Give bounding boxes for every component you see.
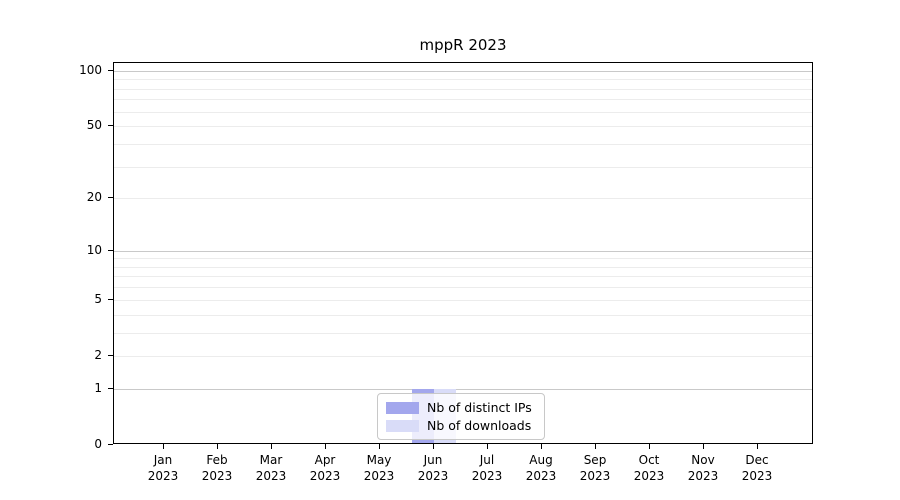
major-gridline <box>114 250 812 252</box>
x-tick-year: 2023 <box>363 468 395 483</box>
y-tick-label: 50 <box>86 118 102 133</box>
minor-gridline <box>114 126 812 128</box>
x-tick-label: Jul 2023 <box>459 453 515 484</box>
minor-gridline <box>114 299 812 301</box>
x-tick-year: 2023 <box>633 468 665 483</box>
x-tick-label: Dec 2023 <box>729 453 785 484</box>
x-tick-label: Jun 2023 <box>405 453 461 484</box>
x-tick-mark <box>379 444 380 449</box>
y-tick-mark <box>108 444 113 445</box>
x-tick-year: 2023 <box>201 468 233 483</box>
x-tick-year: 2023 <box>255 468 287 483</box>
y-tick-mark <box>108 298 113 300</box>
legend-label-downloads: Nb of downloads <box>427 418 532 433</box>
x-tick-mark <box>541 444 542 449</box>
x-tick-month: Mar <box>259 453 283 467</box>
x-tick-year: 2023 <box>741 468 773 483</box>
minor-gridline <box>114 276 812 278</box>
x-tick-mark <box>325 444 326 449</box>
legend-label-distinct-ips: Nb of distinct IPs <box>427 400 532 415</box>
minor-gridline <box>114 143 812 145</box>
minor-gridline <box>114 258 812 260</box>
legend: Nb of distinct IPs Nb of downloads <box>377 393 545 440</box>
y-tick-mark <box>108 69 113 71</box>
x-tick-mark <box>217 444 218 449</box>
x-tick-label: Nov 2023 <box>675 453 731 484</box>
bars-layer <box>114 63 812 443</box>
x-tick-year: 2023 <box>579 468 611 483</box>
x-tick-month: Aug <box>529 453 553 467</box>
minor-gridline <box>114 88 812 90</box>
x-tick-month: Jul <box>479 453 495 467</box>
minor-gridline <box>114 266 812 268</box>
x-tick-label: Aug 2023 <box>513 453 569 484</box>
y-tick-label: 20 <box>86 190 102 205</box>
legend-swatch-distinct-ips <box>386 401 419 414</box>
y-tick-label: 0 <box>94 437 102 451</box>
x-tick-month: Feb <box>206 453 228 467</box>
x-tick-month: Oct <box>638 453 660 467</box>
x-tick-year: 2023 <box>147 468 179 483</box>
x-tick-mark <box>163 444 164 449</box>
major-gridline <box>114 70 812 72</box>
x-tick-label: Oct 2023 <box>621 453 677 484</box>
x-tick-mark <box>271 444 272 449</box>
x-tick-label: Mar 2023 <box>243 453 299 484</box>
major-gridline <box>114 388 812 390</box>
x-tick-mark <box>595 444 596 449</box>
x-tick-label: Feb 2023 <box>189 453 245 484</box>
x-tick-year: 2023 <box>417 468 449 483</box>
minor-gridline <box>114 79 812 81</box>
x-tick-month: Jun <box>423 453 443 467</box>
y-tick-label: 1 <box>94 380 102 395</box>
x-tick-mark <box>703 444 704 449</box>
chart-title: mppR 2023 <box>419 36 507 54</box>
y-tick-label: 10 <box>86 242 102 257</box>
x-tick-year: 2023 <box>471 468 503 483</box>
x-tick-year: 2023 <box>687 468 719 483</box>
gridlines-layer <box>114 63 812 443</box>
x-tick-mark <box>757 444 758 449</box>
minor-gridline <box>114 314 812 316</box>
minor-gridline <box>114 287 812 289</box>
y-tick-label: 100 <box>79 62 102 77</box>
x-tick-year: 2023 <box>309 468 341 483</box>
minor-gridline <box>114 198 812 200</box>
y-tick-label: 5 <box>94 291 102 306</box>
minor-gridline <box>114 166 812 168</box>
x-tick-month: Sep <box>583 453 607 467</box>
y-tick-mark <box>108 125 113 127</box>
x-tick-mark <box>487 444 488 449</box>
y-tick-mark <box>108 354 113 356</box>
x-tick-month: May <box>366 453 392 467</box>
x-tick-month: Apr <box>314 453 336 467</box>
x-tick-year: 2023 <box>525 468 557 483</box>
plot-area: Nb of distinct IPs Nb of downloads <box>113 62 813 444</box>
minor-gridline <box>114 332 812 334</box>
x-tick-mark <box>649 444 650 449</box>
x-tick-month: Jan <box>153 453 173 467</box>
x-tick-label: May 2023 <box>351 453 407 484</box>
minor-gridline <box>114 111 812 113</box>
x-tick-label: Sep 2023 <box>567 453 623 484</box>
y-tick-mark <box>108 197 113 199</box>
minor-gridline <box>114 355 812 357</box>
x-tick-month: Nov <box>691 453 715 467</box>
legend-item-distinct-ips: Nb of distinct IPs <box>386 400 536 415</box>
y-tick-mark <box>108 387 113 389</box>
y-tick-label: 2 <box>94 347 102 362</box>
legend-item-downloads: Nb of downloads <box>386 418 536 433</box>
y-tick-mark <box>108 249 113 251</box>
minor-gridline <box>114 99 812 101</box>
legend-swatch-downloads <box>386 419 419 432</box>
x-tick-label: Jan 2023 <box>135 453 191 484</box>
x-tick-month: Dec <box>745 453 769 467</box>
x-tick-mark <box>433 444 434 449</box>
x-tick-label: Apr 2023 <box>297 453 353 484</box>
